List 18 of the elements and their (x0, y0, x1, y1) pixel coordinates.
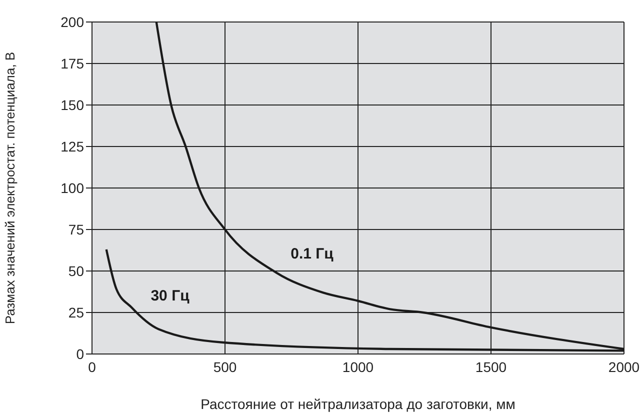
y-tick-label: 150 (60, 96, 84, 113)
y-tick-label: 75 (68, 221, 84, 238)
y-tick-label: 25 (68, 304, 84, 320)
x-axis-title: Расстояние от нейтрализатора до заготовки, мм (200, 396, 516, 412)
y-axis-title: Размах значений электростат. потенциала, В (2, 52, 18, 324)
y-tick-label: 175 (60, 55, 84, 72)
x-tick-label: 1500 (475, 358, 507, 375)
annotation: 0.1 Гц (290, 246, 334, 262)
y-tick-label: 0 (76, 346, 84, 362)
annotation: 30 Гц (150, 288, 190, 304)
x-tick-label: 2000 (608, 358, 640, 375)
x-tick-label: 0 (88, 358, 96, 375)
x-tick-label: 500 (213, 358, 237, 375)
y-tick-label: 200 (60, 14, 84, 30)
x-tick-label: 1000 (342, 358, 374, 375)
y-tick-label: 50 (68, 262, 84, 279)
y-tick-label: 125 (60, 138, 84, 154)
y-tick-label: 100 (60, 180, 84, 196)
